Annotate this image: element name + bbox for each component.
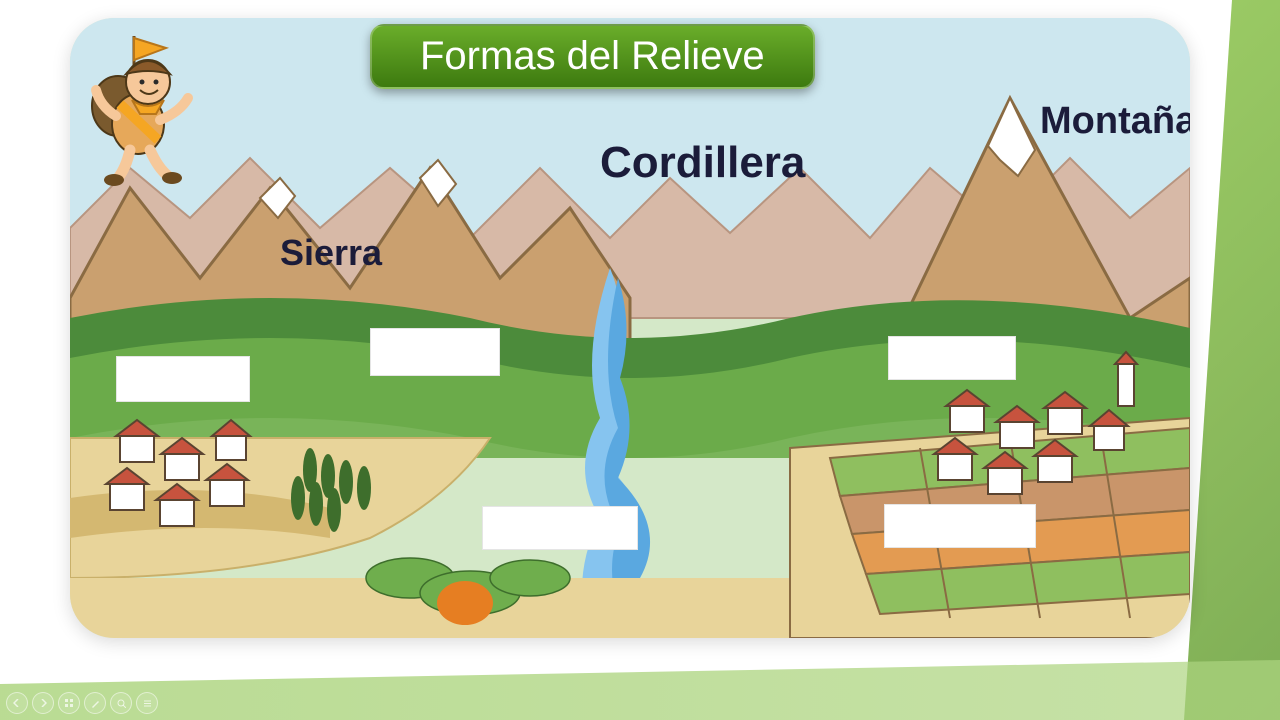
menu-button[interactable] bbox=[136, 692, 158, 714]
pen-icon bbox=[91, 699, 100, 708]
slide-title: Formas del Relieve bbox=[370, 24, 815, 89]
background-accent-bottom bbox=[0, 660, 1280, 720]
pen-button[interactable] bbox=[84, 692, 106, 714]
scout-character bbox=[56, 28, 216, 188]
slide-card: Formas del Relieve Cordillera Montaña Si… bbox=[70, 18, 1190, 638]
label-montana: Montaña bbox=[1040, 100, 1190, 143]
zoom-button[interactable] bbox=[110, 692, 132, 714]
blank-box[interactable] bbox=[116, 356, 250, 402]
chevron-right-icon bbox=[39, 699, 47, 707]
zoom-icon bbox=[117, 699, 126, 708]
sections-button[interactable] bbox=[58, 692, 80, 714]
label-sierra: Sierra bbox=[280, 232, 382, 274]
blank-box[interactable] bbox=[370, 328, 500, 376]
chevron-left-icon bbox=[13, 699, 21, 707]
blank-box[interactable] bbox=[888, 336, 1016, 380]
menu-icon bbox=[143, 699, 152, 708]
blank-box[interactable] bbox=[482, 506, 638, 550]
prev-button[interactable] bbox=[6, 692, 28, 714]
presentation-controls bbox=[6, 692, 158, 714]
grid-icon bbox=[65, 699, 73, 707]
next-button[interactable] bbox=[32, 692, 54, 714]
blank-box[interactable] bbox=[884, 504, 1036, 548]
label-cordillera: Cordillera bbox=[600, 138, 805, 188]
